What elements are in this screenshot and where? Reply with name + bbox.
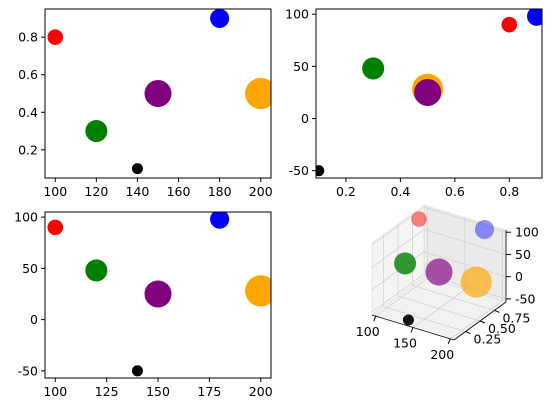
y-tick-label: 50 [22,261,38,276]
x-tick-label: 0.6 [445,184,465,199]
scatter-point [47,29,64,45]
subplot-bottom-left: 100 125 150 175 200 -50 0 50 100 [14,210,273,399]
y-tick [479,320,486,324]
x-tick-label: 120 [84,184,108,199]
scatter-point-3d [394,252,417,275]
x-tick-label: 100 [43,384,67,399]
x-tick [447,338,451,345]
y-tick-label: 50 [293,59,309,74]
scatter-point [527,9,542,26]
z-tick-label: -50 [515,291,535,306]
z-grid-line [371,206,507,246]
subplot-top-right: 0.2 0.4 0.6 0.8 -50 0 50 100 [285,7,543,199]
z-grid-line [371,228,507,268]
scatter-point [131,163,143,175]
y-tick-label: 0.50 [488,321,516,336]
axes-frame [315,8,543,179]
scatter-point [85,120,108,143]
x-tick-label: 100 [43,184,67,199]
x-tick-label: 150 [146,384,170,399]
scatter-point [245,77,271,110]
x-tick-label: 0.2 [336,184,356,199]
y-tick [494,309,500,313]
z-tick-label: 0 [515,269,523,284]
scatter-point [414,78,442,106]
y-tick-label: 0.75 [502,310,530,325]
x-tick-label: 150 [393,336,417,351]
scatter-point-3d [425,258,453,286]
scatter-point [144,280,172,308]
x-tick-label: 160 [167,184,191,199]
x-tick-label: 200 [249,184,273,199]
z-tick-label: 100 [515,225,539,240]
y-tick-label: 0 [30,312,38,327]
z-tick-label: 50 [515,247,531,262]
points-group [316,9,542,177]
y-tick-label: 0.6 [18,67,38,82]
axes-frame [44,8,272,179]
y-tick-label: 100 [285,7,309,22]
x-tick-label: 100 [356,324,380,339]
y-tick-label: 0.2 [18,142,38,157]
x-tick [410,327,414,333]
y-tick-label: 100 [14,210,38,225]
scatter-point-3d [411,211,427,227]
y-tick-label: 0.8 [18,30,38,45]
scatter-point [316,165,325,177]
scatter-point [245,275,271,307]
x-tick-label: 140 [126,184,150,199]
x-tick-label: 0.8 [499,184,519,199]
scatter-point-3d [460,266,492,298]
scatter-point-3d [474,219,495,240]
y-tick-label: -50 [289,163,309,178]
y-tick-label: 0.25 [474,332,502,347]
x-tick [373,315,377,322]
scatter-point [85,259,108,282]
scatter-point [131,365,143,377]
y-tick-label: -50 [18,363,38,378]
x-tick-label: 0.4 [390,184,410,199]
scatter-point [144,79,172,108]
scatter-point [210,9,230,28]
points-group [47,212,271,377]
scatter-point [362,57,385,80]
x-tick-label: 200 [430,347,454,362]
y-tick-label: 0 [301,111,309,126]
subplot-bottom-right-3d: 100 150 200 0.250.500.75 -50 0 50 100 [356,204,539,362]
scatter-point [47,219,64,236]
y-tick-label: 0.4 [18,105,38,120]
x-tick-label: 175 [197,384,221,399]
y-tick [465,331,471,335]
x-tick-label: 200 [249,384,273,399]
scatter-point [210,212,230,229]
scatter-point-3d [402,314,414,326]
x-tick-label: 180 [208,184,232,199]
scatter-point [501,16,518,33]
subplot-top-left: 100 120 140 160 180 200 0.2 0.4 0.6 0.8 [18,8,273,199]
x-tick-label: 125 [95,384,119,399]
points-group [47,9,271,175]
